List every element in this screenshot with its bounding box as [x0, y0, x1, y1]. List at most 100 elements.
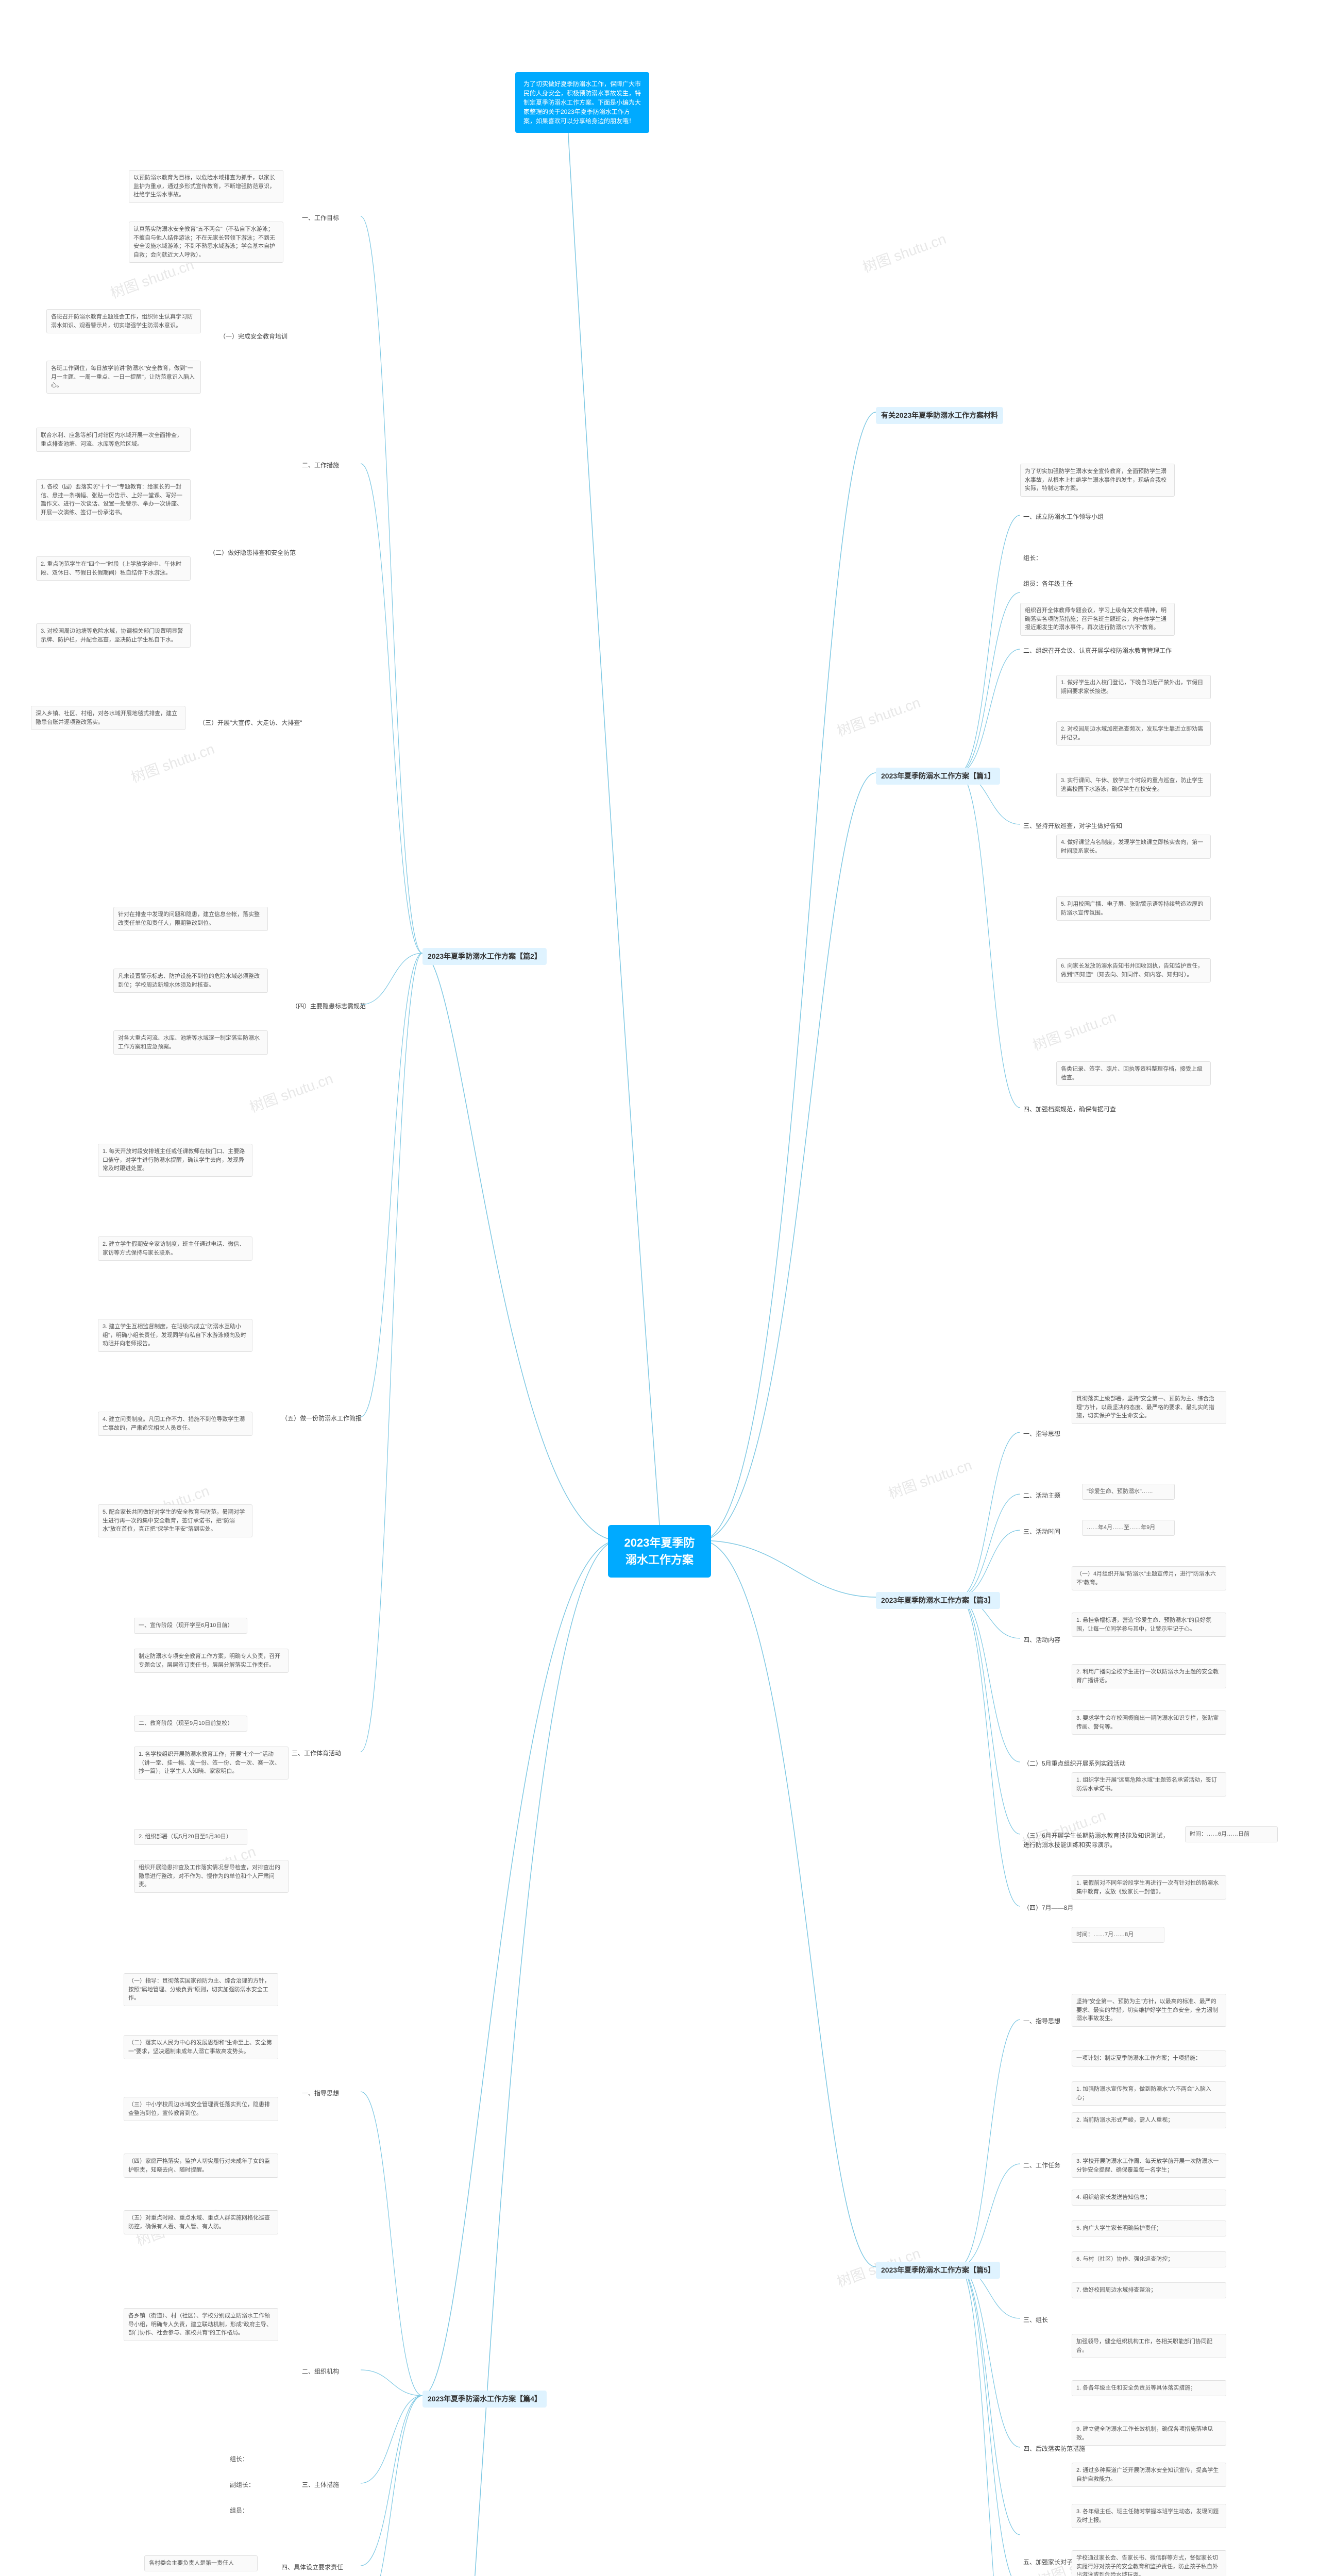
s2b2-leaf-1: 1. 各校（园）要落实防"十个一"专题教育：给家长的一封信、悬挂一条横幅、张贴一… [36, 479, 191, 520]
s5b-leaf-0: 一项计划：制定夏季防溺水工作方案；十项措施： [1072, 2050, 1226, 2066]
s2d-leaf-3: 4. 建立问责制度。凡因工作不力、措施不到位导致学生溺亡事故的，严肃追究相关人员… [98, 1412, 252, 1436]
section-2-title: 2023年夏季防溺水工作方案【篇2】 [422, 948, 547, 965]
s5d-leaf-2: 2. 通过多种渠道广泛开展防溺水安全知识宣传，提高学生自护自救能力。 [1072, 2463, 1226, 2487]
s5e-leaf-0: 学校通过家长会、告家长书、微信群等方式，督促家长切实履行好对孩子的安全教育和监护… [1072, 2550, 1226, 2576]
s5b-leaf-1: 1. 加强防溺水宣传教育，做到防溺水"六不两会"入脑入心； [1072, 2081, 1226, 2106]
s5b-leaf-5: 5. 向广大学生家长明确监护责任； [1072, 2221, 1226, 2236]
s3d-leaf-3: 3. 要求学生会在校园橱窗出一期防溺水知识专栏，张贴宣传画、警句等。 [1072, 1710, 1226, 1735]
s4d-label: 四、具体设立要求责任 [278, 2561, 346, 2574]
s1b5-leaf-5: 6. 向家长发放防溺水告知书并回收回执，告知监护责任，做到"四知道"（知去向、知… [1056, 958, 1211, 982]
section-4-title: 2023年夏季防溺水工作方案【篇4】 [422, 2391, 547, 2408]
s5b-leaf-4: 4. 组织给家长发送告知信息； [1072, 2190, 1226, 2206]
s1b5-label: 三、坚持开放巡查，对学生做好告知 [1020, 819, 1125, 833]
s5d-leaf-1: 9. 建立健全防溺水工作长效机制，确保各项措施落地见效。 [1072, 2421, 1226, 2446]
watermark: 树图 shutu.cn [834, 691, 923, 741]
s4a-leaf-1: （二）落实以人民为中心的发展思想和"生命至上、安全第一"要求，坚决遏制未成年人溺… [124, 2035, 278, 2059]
s3b-label: 二、活动主题 [1020, 1489, 1063, 1502]
section-3-title: 2023年夏季防溺水工作方案【篇3】 [876, 1592, 1000, 1609]
s1b3-label: 组员：各年级主任 [1020, 577, 1076, 590]
s1b5-leaf-3: 4. 做好课堂点名制度，发现学生缺课立即核实去向，第一时间联系家长。 [1056, 835, 1211, 859]
s1b5-leaf-1: 2. 对校园周边水域加密巡查频次，发现学生靠近立即劝离并记录。 [1056, 721, 1211, 745]
s2a-leaf-1: 认真落实防溺水安全教育"五不两会"（不私自下水游泳；不擅自与他人结伴游泳；不在无… [129, 222, 283, 263]
s4c-label: 三、主体措施 [299, 2478, 342, 2492]
s2b1-label: （一）完成安全教育培训 [216, 330, 291, 343]
watermark: 树图 shutu.cn [885, 1454, 974, 1503]
s2b2-leaf-2: 2. 重点防范学生在"四个一"时段（上学放学途中、午休时段、双休日、节假日长假期… [36, 556, 191, 581]
s2c-label: （四）主要隐患标志需规范 [289, 999, 369, 1013]
s1b4-label: 二、组织召开会议、认真开展学校防溺水教育管理工作 [1020, 644, 1175, 657]
s5a-leaf-0: 坚持"安全第一、预防为主"方针，以最高的标准、最严的要求、最实的举措，切实维护好… [1072, 1994, 1226, 2027]
s5b-leaf-7: 7. 做好校园周边水域排查整治； [1072, 2282, 1226, 2298]
s3a-leaf-0: 贯彻落实上级部署，坚持"安全第一、预防为主、综合治理"方针，以最坚决的态度、最严… [1072, 1391, 1226, 1424]
s5b-leaf-6: 6. 与村（社区）协作、强化巡查防控； [1072, 2251, 1226, 2267]
s2e-leaf-3: 1. 各学校组织开展防溺水教育工作，开展"七个一"活动（讲一堂、挂一幅、发一份、… [134, 1747, 289, 1780]
s2e-leaf-0: 一、宣传阶段（现开学至6月10日前） [134, 1618, 247, 1634]
s3g-leaf-0: 1. 暑假前对不同年龄段学生再进行一次有针对性的防溺水集中教育，发放《致家长一封… [1072, 1875, 1226, 1900]
s1b6-leaf-0: 各类记录、签字、照片、回执等资料整理存档，接受上级检查。 [1056, 1061, 1211, 1086]
s2e-leaf-4: 2. 组织部署（现5月20日至5月30日） [134, 1829, 247, 1845]
root-node: 2023年夏季防溺水工作方案 [608, 1525, 711, 1578]
s5a-label: 一、指导思想 [1020, 2014, 1063, 2028]
s5b-leaf-3: 3. 学校开展防溺水工作周、每天放学前开展一次防溺水一分钟安全提醒、确保覆盖每一… [1072, 2154, 1226, 2178]
s3f-leaf-0: 时间：……6月……日前 [1185, 1826, 1278, 1842]
s3d-leaf-2: 2. 利用广播向全校学生进行一次以防溺水为主题的安全教育广播讲话。 [1072, 1664, 1226, 1688]
s5c-leaf-0: 加强领导，健全组织机构工作，各相关职能部门协同配合。 [1072, 2334, 1226, 2358]
s2d-label: （五）做一份防溺水工作简报 [278, 1412, 365, 1425]
s3b-leaf-0: "珍爱生命、预防溺水"…… [1082, 1484, 1175, 1500]
s2b1-leaf-1: 各班工作到位，每日放学前讲"防溺水"安全教育，做到"一月一主题、一周一重点、一日… [46, 361, 201, 394]
s2d-leaf-1: 2. 建立学生假期安全家访制度，班主任通过电话、微信、家访等方式保持与家长联系。 [98, 1236, 252, 1261]
s2d-leaf-2: 3. 建立学生互相监督制度，在班级内成立"防溺水互助小组"，明确小组长责任，发现… [98, 1319, 252, 1352]
s3d-label: 四、活动内容 [1020, 1633, 1063, 1647]
section-1-title: 2023年夏季防溺水工作方案【篇1】 [876, 768, 1000, 785]
s1b2-label: 组长： [1020, 551, 1045, 565]
intro-box: 为了切实做好夏季防溺水工作，保障广大市民的人身安全，积极预防溺水事故发生，特制定… [515, 72, 649, 133]
s3g-leaf-1: 时间：……7月……8月 [1072, 1927, 1164, 1943]
s3d-leaf-0: （一）4月组织开展"防溺水"主题宣传月，进行"防溺水六不"教育。 [1072, 1566, 1226, 1590]
s2c-leaf-1: 凡未设置警示标志、防护设施不到位的危险水域必须整改到位；学校周边新增水体须及时核… [113, 969, 268, 993]
s3a-label: 一、指导思想 [1020, 1427, 1063, 1440]
watermark: 树图 shutu.cn [859, 228, 949, 277]
section-1a-title: 有关2023年夏季防溺水工作方案材料 [876, 407, 1003, 424]
s2d-leaf-4: 5. 配合家长共同做好对学生的安全教育与防范，暑期对学生进行再一次的集中安全教育… [98, 1504, 252, 1537]
s4a-label: 一、指导思想 [299, 2087, 342, 2100]
s1b1-leaf-0: 为了切实加强防学生溺水安全宣传教育，全面预防学生溺水事故，从根本上杜绝学生溺水事… [1020, 464, 1175, 497]
watermark: 树图 shutu.cn [246, 1067, 335, 1117]
watermark: 树图 shutu.cn [1029, 1006, 1119, 1055]
s2b3-label: （三）开展"大宣传、大走访、大排查" [196, 716, 306, 730]
s2a-label: 一、工作目标 [299, 211, 342, 225]
s4a-leaf-0: （一）指导：贯彻落实国家预防为主、综合治理的方针，按照"属地管理、分级负责"原则… [124, 1973, 278, 2006]
s5d-leaf-3: 3. 各年级主任、班主任随时掌握本班学生动态，发现问题及时上报。 [1072, 2504, 1226, 2528]
watermark: 树图 shutu.cn [128, 738, 217, 787]
s2e-leaf-1: 制定防溺水专项安全教育工作方案，明确专人负责，召开专题会议，层层签订责任书，层层… [134, 1649, 289, 1673]
s1b5-leaf-4: 5. 利用校园广播、电子屏、张贴警示语等持续营造浓厚的防溺水宣传氛围。 [1056, 896, 1211, 921]
s2b2-label: （二）做好隐患排查和安全防范 [206, 546, 299, 560]
s4c2-label: 副组长： [227, 2478, 258, 2492]
s4a-leaf-2: （三）中小学校周边水域安全管理责任落实到位，隐患排查整治到位，宣传教育到位。 [124, 2097, 278, 2121]
s4b-label: 二、组织机构 [299, 2365, 342, 2378]
s1b5-leaf-0: 1. 做好学生出入校门登记，下晚自习后严禁外出，节假日期间要求家长接送。 [1056, 675, 1211, 699]
s5c-label: 三、组长 [1020, 2313, 1051, 2327]
s2b1-leaf-0: 各班召开防溺水教育主题班会工作，组织师生认真学习防溺水知识、观看警示片，切实增强… [46, 309, 201, 333]
s2e-leaf-2: 二、教育阶段（现至9月10日前复校） [134, 1716, 247, 1732]
s3c-label: 三、活动时间 [1020, 1525, 1063, 1538]
s4a-leaf-4: （五）对重点时段、重点水域、重点人群实施网格化巡查防控，确保有人看、有人管、有人… [124, 2210, 278, 2234]
s2c-leaf-0: 针对在排查中发现的问题和隐患，建立信息台帐，落实整改责任单位和责任人，限期整改到… [113, 907, 268, 931]
s2d-leaf-0: 1. 每天开放时段安排班主任或任课教师在校门口、主要路口值守，对学生进行防溺水提… [98, 1144, 252, 1177]
s2b3-leaf-0: 深入乡镇、社区、村组，对各水域开展地毯式排查，建立隐患台账并逐项整改落实。 [31, 706, 185, 730]
s1b4-leaf-0: 组织召开全体教师专题会议，学习上级有关文件精神，明确落实各项防范措施；召开各班主… [1020, 603, 1175, 636]
s2e-label: 三、工作体育活动 [289, 1747, 344, 1760]
s4c3-label: 组员： [227, 2504, 251, 2517]
s3e-label: （二）5月重点组织开展系列实践活动 [1020, 1757, 1129, 1770]
s4c1-label: 组长： [227, 2452, 251, 2466]
s5b-label: 二、工作任务 [1020, 2159, 1063, 2172]
s4b-leaf-0: 各乡镇（街道）、村（社区）、学校分别成立防溺水工作领导小组，明确专人负责，建立联… [124, 2308, 278, 2341]
s3g-label: （四）7月——8月 [1020, 1901, 1076, 1914]
s3d-leaf-1: 1. 悬挂条幅标语，营造"珍爱生命、预防溺水"的良好氛围，让每一位同学参与其中，… [1072, 1613, 1226, 1637]
s2e-leaf-5: 组织开展隐患排查及工作落实情况督导检查，对排查出的隐患进行整改，对不作为、慢作为… [134, 1860, 289, 1893]
s2a-leaf-0: 以预防溺水教育为目标，以危险水域排查为抓手，以家长监护为重点，通过多形式宣传教育… [129, 170, 283, 203]
s1b5-leaf-2: 3. 实行课间、午休、放学三个时段的重点巡查，防止学生逃离校园下水游泳，确保学生… [1056, 773, 1211, 797]
s2b-label: 二、工作措施 [299, 459, 342, 472]
s3c-leaf-0: ……年4月……至……年9月 [1082, 1520, 1175, 1536]
section-5-title: 2023年夏季防溺水工作方案【篇5】 [876, 2262, 1000, 2279]
s4d-leaf-0: 各村委会主要负责人是第一责任人 [144, 2555, 258, 2571]
